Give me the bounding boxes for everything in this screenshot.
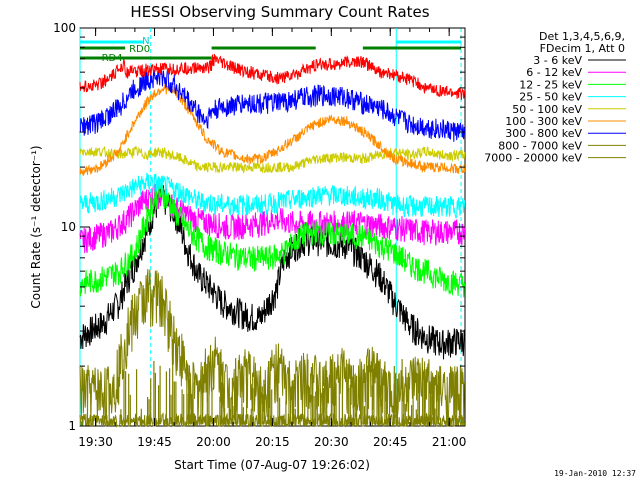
series-line-2 bbox=[79, 183, 466, 254]
x-tick-label: 20:15 bbox=[255, 435, 290, 449]
rd0-label: RD0 bbox=[129, 44, 150, 55]
legend-entry-label: 7000 - 20000 keV bbox=[484, 152, 582, 165]
timestamp: 19-Jan-2010 12:37 bbox=[554, 469, 636, 478]
legend-entry-label: 12 - 25 keV bbox=[519, 78, 582, 91]
x-tick-label: 20:45 bbox=[373, 435, 408, 449]
x-tick-label: 20:00 bbox=[196, 435, 231, 449]
y-axis-label: Count Rate (s⁻¹ detector⁻¹) bbox=[29, 145, 43, 308]
series-line-7 bbox=[79, 67, 466, 142]
axes: 1 10 100 19:30 19:45 20:00 20:15 20:30 20:45 21:0… bbox=[53, 21, 466, 449]
rd4-label: RD4 bbox=[102, 53, 123, 64]
legend-entry-label: 3 - 6 keV bbox=[533, 54, 582, 67]
x-tick-label: 19:45 bbox=[137, 435, 172, 449]
legend-entry-label: 800 - 7000 keV bbox=[498, 139, 582, 152]
legend-entry-label: 100 - 300 keV bbox=[505, 115, 582, 128]
y-tick-label: 1 bbox=[68, 419, 76, 433]
legend-entry-label: 300 - 800 keV bbox=[505, 127, 582, 140]
legend-header-1: Det 1,3,4,5,6,9, bbox=[539, 30, 625, 43]
legend-header-2: FDecim 1, Att 0 bbox=[540, 42, 625, 55]
chart-title: HESSI Observing Summary Count Rates bbox=[130, 3, 429, 21]
legend-entry-label: 6 - 12 keV bbox=[526, 66, 582, 79]
series-bursts-7000-20000 bbox=[120, 358, 439, 425]
x-axis-label: Start Time (07-Aug-07 19:26:02) bbox=[174, 458, 370, 472]
legend-entry-label: 25 - 50 keV bbox=[519, 91, 582, 104]
series-line-8 bbox=[79, 269, 466, 427]
x-tick-label: 19:30 bbox=[78, 435, 113, 449]
legend-entry-label: 50 - 100 keV bbox=[512, 103, 582, 116]
night-label: N bbox=[142, 36, 149, 47]
x-tick-label: 21:00 bbox=[432, 435, 467, 449]
y-tick-label: 100 bbox=[53, 21, 76, 35]
series-line-4 bbox=[79, 172, 466, 219]
series-line-3 bbox=[79, 182, 466, 298]
series-line-6 bbox=[79, 84, 466, 177]
series-line-1 bbox=[79, 185, 466, 360]
legend: Det 1,3,4,5,6,9, FDecim 1, Att 0 3 - 6 k… bbox=[484, 30, 626, 165]
x-tick-label: 20:30 bbox=[314, 435, 349, 449]
series-line-top bbox=[79, 53, 466, 100]
y-tick-label: 10 bbox=[61, 220, 76, 234]
